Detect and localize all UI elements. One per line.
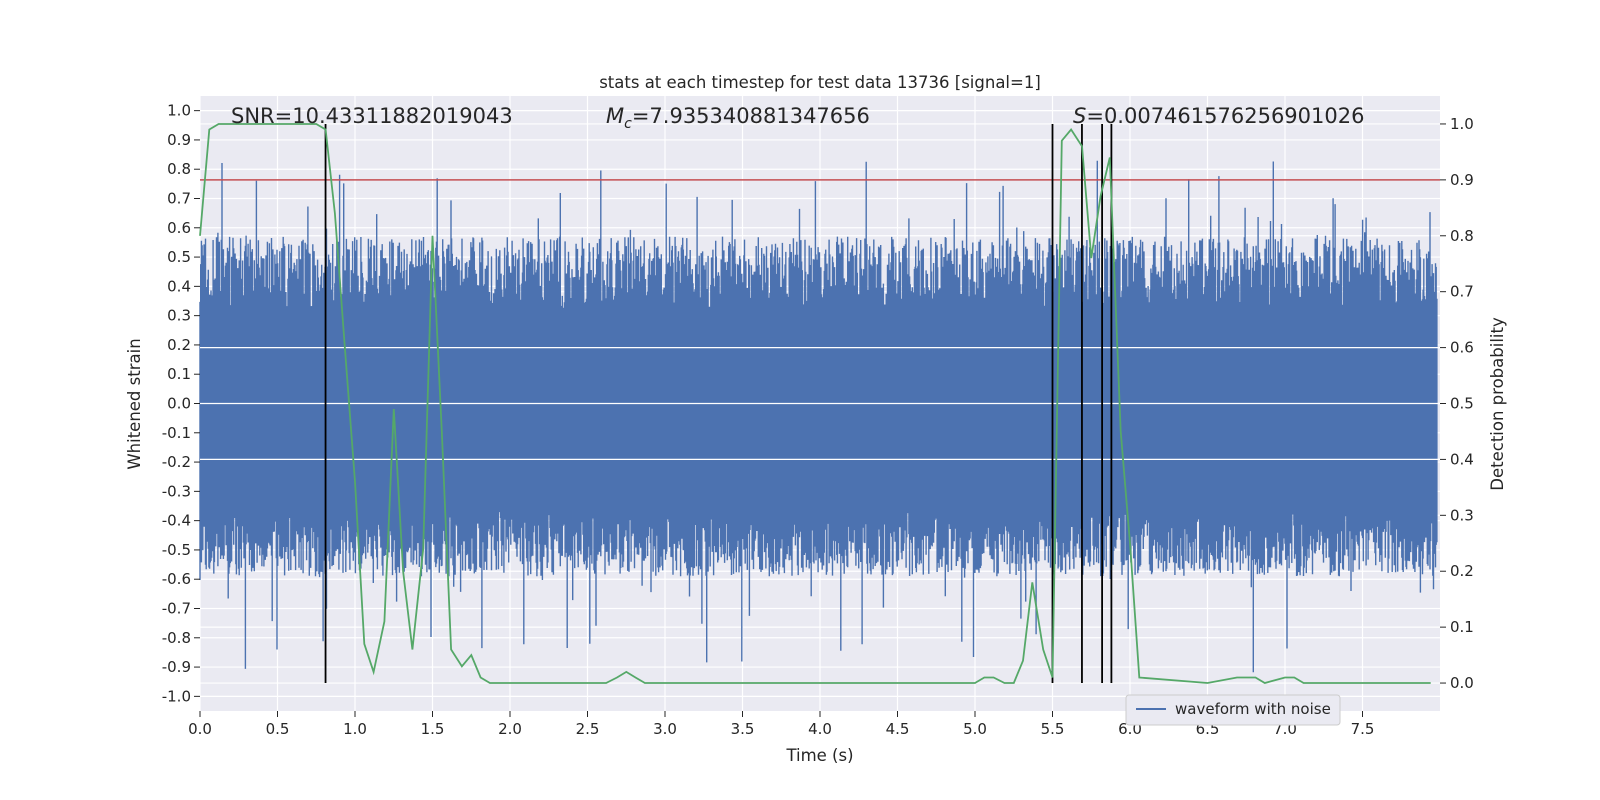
- x-tick-label: 3.0: [653, 720, 677, 738]
- chirp-mass-subscript: c: [624, 116, 632, 132]
- y-axis-right-ticks: 1.0 0.9 0.8 0.7 0.6 0.5 0.4 0.3 0.2 0.1 0.0: [1440, 115, 1474, 692]
- legend: waveform with noise: [1125, 694, 1341, 726]
- y-left-tick-label: -0.4: [162, 512, 191, 530]
- y-left-tick-label: -0.7: [162, 600, 191, 618]
- y-left-tick-label: 0.7: [167, 190, 191, 208]
- x-tick-label: 0.0: [188, 720, 212, 738]
- y-left-tick-label: -1.0: [162, 687, 191, 705]
- y-left-tick-label: 0.5: [167, 248, 191, 266]
- y-right-tick-label: 0.5: [1450, 395, 1474, 413]
- x-tick-label: 0.5: [266, 720, 290, 738]
- y-axis-left-ticks: 1.0 0.9 0.8 0.7 0.6 0.5 0.4 0.3 0.2 0.1 0.0 -0.1 -0.…: [162, 102, 200, 705]
- y-right-tick-label: 0.1: [1450, 618, 1474, 636]
- y-right-tick-label: 0.3: [1450, 506, 1474, 524]
- s-symbol: S: [1073, 104, 1086, 128]
- y-left-tick-label: -0.3: [162, 482, 191, 500]
- x-tick-label: 2.5: [576, 720, 600, 738]
- x-tick-label: 5.0: [963, 720, 987, 738]
- y-left-tick-label: -0.2: [162, 453, 191, 471]
- legend-box: [1125, 694, 1341, 726]
- s-annotation: S=0.007461576256901026: [1073, 104, 1364, 128]
- y-right-tick-label: 1.0: [1450, 115, 1474, 133]
- y-left-tick-label: 0.6: [167, 219, 191, 237]
- y-left-tick-label: -0.8: [162, 629, 191, 647]
- y-left-tick-label: 0.0: [167, 395, 191, 413]
- chart-title: stats at each timestep for test data 137…: [599, 73, 1041, 92]
- x-tick-label: 3.5: [731, 720, 755, 738]
- y-right-tick-label: 0.2: [1450, 562, 1474, 580]
- x-tick-label: 7.5: [1351, 720, 1375, 738]
- legend-label: waveform with noise: [1175, 700, 1331, 718]
- y-left-tick-label: -0.1: [162, 424, 191, 442]
- y-left-tick-label: 0.2: [167, 336, 191, 354]
- y-axis-right-label: Detection probability: [1488, 317, 1507, 491]
- y-right-tick-label: 0.4: [1450, 450, 1474, 468]
- waveform-series: [199, 160, 1440, 673]
- y-left-tick-label: -0.6: [162, 570, 191, 588]
- y-left-tick-label: 0.9: [167, 131, 191, 149]
- y-right-tick-label: 0.6: [1450, 339, 1474, 357]
- x-tick-label: 4.0: [808, 720, 832, 738]
- chirp-mass-value: =7.935340881347656: [632, 104, 870, 128]
- x-tick-label: 1.5: [421, 720, 445, 738]
- snr-annotation: SNR=10.43311882019043: [231, 104, 513, 128]
- y-left-tick-label: -0.5: [162, 541, 191, 559]
- detection-probability-line: [199, 123, 1431, 684]
- y-left-tick-label: -0.9: [162, 658, 191, 676]
- waveform-core-band: [200, 309, 1437, 512]
- x-tick-label: 2.0: [498, 720, 522, 738]
- y-left-tick-label: 1.0: [167, 102, 191, 120]
- y-right-tick-label: 0.0: [1450, 674, 1474, 692]
- y-left-tick-label: 0.3: [167, 307, 191, 325]
- s-value: =0.007461576256901026: [1086, 104, 1364, 128]
- y-left-tick-label: 0.4: [167, 277, 191, 295]
- chirp-mass-symbol: M: [606, 104, 624, 128]
- y-left-tick-label: 0.1: [167, 365, 191, 383]
- y-left-tick-label: 0.8: [167, 160, 191, 178]
- x-tick-label: 1.0: [343, 720, 367, 738]
- x-axis-label: Time (s): [785, 746, 853, 765]
- y-axis-left-label: Whitened strain: [125, 338, 144, 469]
- x-tick-label: 5.5: [1041, 720, 1065, 738]
- chirp-mass-annotation: Mc=7.935340881347656: [606, 104, 870, 132]
- y-right-tick-label: 0.9: [1450, 171, 1474, 189]
- x-tick-label: 4.5: [886, 720, 910, 738]
- y-right-tick-label: 0.7: [1450, 283, 1474, 301]
- y-right-tick-label: 0.8: [1450, 227, 1474, 245]
